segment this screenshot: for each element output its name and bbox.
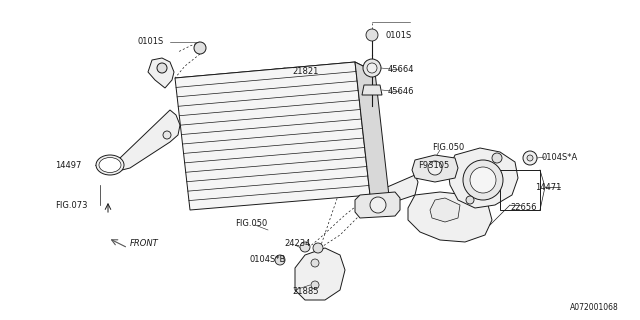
Polygon shape [412,155,458,182]
Circle shape [463,160,503,200]
Text: F93105: F93105 [418,161,449,170]
Polygon shape [430,198,460,222]
Circle shape [428,161,442,175]
Text: 45646: 45646 [388,87,415,97]
Circle shape [194,42,206,54]
Circle shape [157,63,167,73]
Polygon shape [295,248,345,300]
Text: 14497: 14497 [55,161,81,170]
Text: 0101S: 0101S [138,37,164,46]
Circle shape [366,29,378,41]
Text: 21821: 21821 [292,68,318,76]
Circle shape [311,259,319,267]
Text: FIG.073: FIG.073 [55,201,88,210]
Text: 14471: 14471 [535,182,561,191]
Text: 45664: 45664 [388,66,415,75]
Ellipse shape [99,157,121,172]
Polygon shape [378,175,418,205]
Circle shape [523,151,537,165]
Polygon shape [408,192,492,242]
Text: FRONT: FRONT [130,238,159,247]
Circle shape [470,167,496,193]
Text: 22656: 22656 [510,203,536,212]
Circle shape [163,131,171,139]
Text: FIG.050: FIG.050 [432,143,464,153]
Text: 0101S: 0101S [385,30,412,39]
Polygon shape [355,192,400,218]
Circle shape [370,197,386,213]
Ellipse shape [96,155,124,175]
Text: 0104S*A: 0104S*A [542,153,579,162]
Circle shape [527,155,533,161]
Text: 24234: 24234 [284,238,310,247]
Text: 0104S*B: 0104S*B [250,255,286,265]
Circle shape [466,196,474,204]
Polygon shape [362,85,382,95]
Text: FIG.050: FIG.050 [235,219,268,228]
Text: 21885: 21885 [292,287,319,297]
Text: A072001068: A072001068 [570,303,619,313]
Polygon shape [175,62,375,88]
Circle shape [492,153,502,163]
Circle shape [313,243,323,253]
Circle shape [363,59,381,77]
Circle shape [367,63,377,73]
Circle shape [275,255,285,265]
Polygon shape [448,148,518,208]
Circle shape [311,281,319,289]
Polygon shape [175,62,370,210]
Polygon shape [120,110,180,170]
Circle shape [300,242,310,252]
Polygon shape [148,58,174,88]
Polygon shape [355,62,390,205]
